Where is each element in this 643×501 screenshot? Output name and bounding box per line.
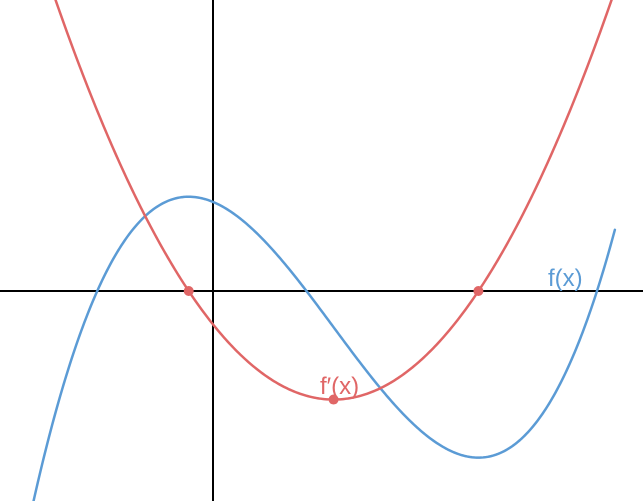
fp-marker <box>184 286 194 296</box>
fp-label: f′(x) <box>320 373 359 400</box>
f-label: f(x) <box>548 265 583 292</box>
function-derivative-chart: f(x) f′(x) <box>0 0 643 501</box>
fp-marker <box>473 286 483 296</box>
fp-curve <box>0 0 615 400</box>
f-curve <box>0 197 615 501</box>
